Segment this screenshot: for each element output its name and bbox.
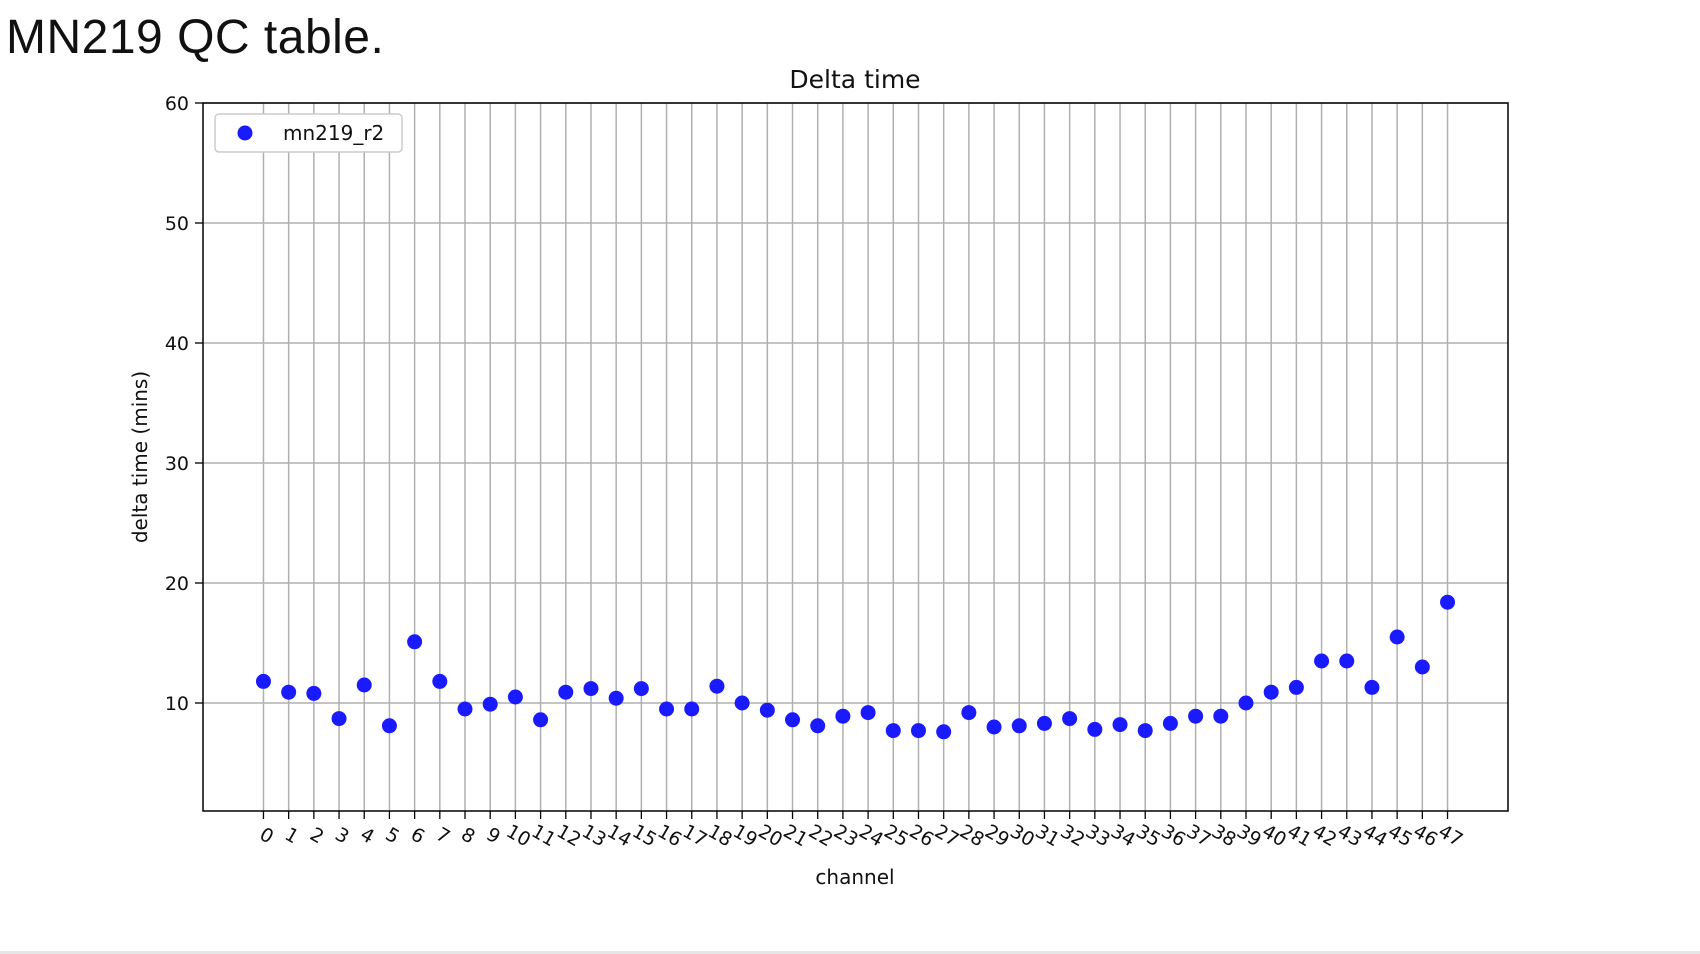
data-point	[709, 678, 725, 694]
data-point	[910, 723, 926, 739]
data-point	[1112, 717, 1128, 733]
plot-frame	[202, 102, 1509, 812]
x-tick-label: 6	[407, 823, 428, 848]
data-point	[785, 712, 801, 728]
data-point	[255, 673, 271, 689]
data-point	[533, 712, 549, 728]
x-tick-label: 5	[382, 823, 403, 848]
data-point	[306, 685, 322, 701]
x-axis-ticks: 0 1 2 3 4 5 6 7 8 9101112131415161718192021222324…	[256, 811, 1467, 851]
x-tick-label: 4	[356, 823, 377, 848]
data-point	[835, 708, 851, 724]
data-point	[432, 673, 448, 689]
x-tick-label: 0	[256, 823, 277, 848]
data-point	[986, 719, 1002, 735]
data-point	[1062, 711, 1078, 727]
data-point	[407, 634, 423, 650]
y-axis-ticks: 10 20 30 40 50 60	[165, 93, 203, 715]
data-point	[1288, 679, 1304, 695]
data-point	[684, 701, 700, 717]
data-point	[381, 718, 397, 734]
data-point	[608, 690, 624, 706]
data-point	[1188, 708, 1204, 724]
data-point	[1389, 629, 1405, 645]
y-tick-label: 20	[165, 573, 189, 595]
y-tick-label: 40	[165, 333, 189, 355]
data-point	[810, 718, 826, 734]
data-point	[961, 705, 977, 721]
data-point	[583, 681, 599, 697]
x-tick-label: 7	[432, 823, 453, 848]
data-point	[1036, 715, 1052, 731]
data-point	[1011, 718, 1027, 734]
x-tick-label: 2	[306, 823, 327, 848]
data-point	[936, 724, 952, 740]
data-point	[507, 689, 523, 705]
data-point	[457, 701, 473, 717]
data-point	[1339, 653, 1355, 669]
data-points	[255, 594, 1456, 740]
data-point	[1087, 721, 1103, 737]
x-tick-label: 1	[281, 823, 302, 848]
data-point	[885, 723, 901, 739]
x-axis-label: channel	[815, 865, 894, 889]
legend-box	[214, 113, 403, 153]
data-point	[659, 701, 675, 717]
y-axis-label: delta time (mins)	[128, 371, 152, 543]
data-point	[331, 711, 347, 727]
legend-label: mn219_r2	[283, 121, 384, 145]
bottom-divider	[0, 951, 1700, 954]
data-point	[1238, 695, 1254, 711]
y-tick-label: 30	[165, 453, 189, 475]
y-tick-label: 60	[165, 93, 189, 115]
gridlines	[203, 102, 1508, 811]
x-tick-label: 47	[1435, 820, 1467, 851]
data-point	[281, 684, 297, 700]
y-tick-label: 10	[165, 693, 189, 715]
x-tick-label: 8	[457, 823, 478, 848]
data-point	[1263, 684, 1279, 700]
data-point	[1440, 594, 1456, 610]
data-point	[1213, 708, 1229, 724]
data-point	[1162, 715, 1178, 731]
chart-title: Delta time	[789, 65, 920, 94]
data-point	[1137, 723, 1153, 739]
data-point	[356, 677, 372, 693]
data-point	[558, 684, 574, 700]
x-tick-label: 9	[482, 823, 503, 848]
data-point	[633, 681, 649, 697]
slide-title: MN219 QC table.	[6, 11, 385, 64]
data-point	[860, 705, 876, 721]
data-point	[1414, 659, 1430, 675]
data-point	[1314, 653, 1330, 669]
data-point	[482, 696, 498, 712]
data-point	[759, 702, 775, 718]
legend: mn219_r2	[214, 113, 403, 153]
data-point	[1364, 679, 1380, 695]
x-tick-label: 3	[331, 823, 352, 848]
y-tick-label: 50	[165, 213, 189, 235]
data-point	[734, 695, 750, 711]
legend-marker	[237, 125, 253, 141]
